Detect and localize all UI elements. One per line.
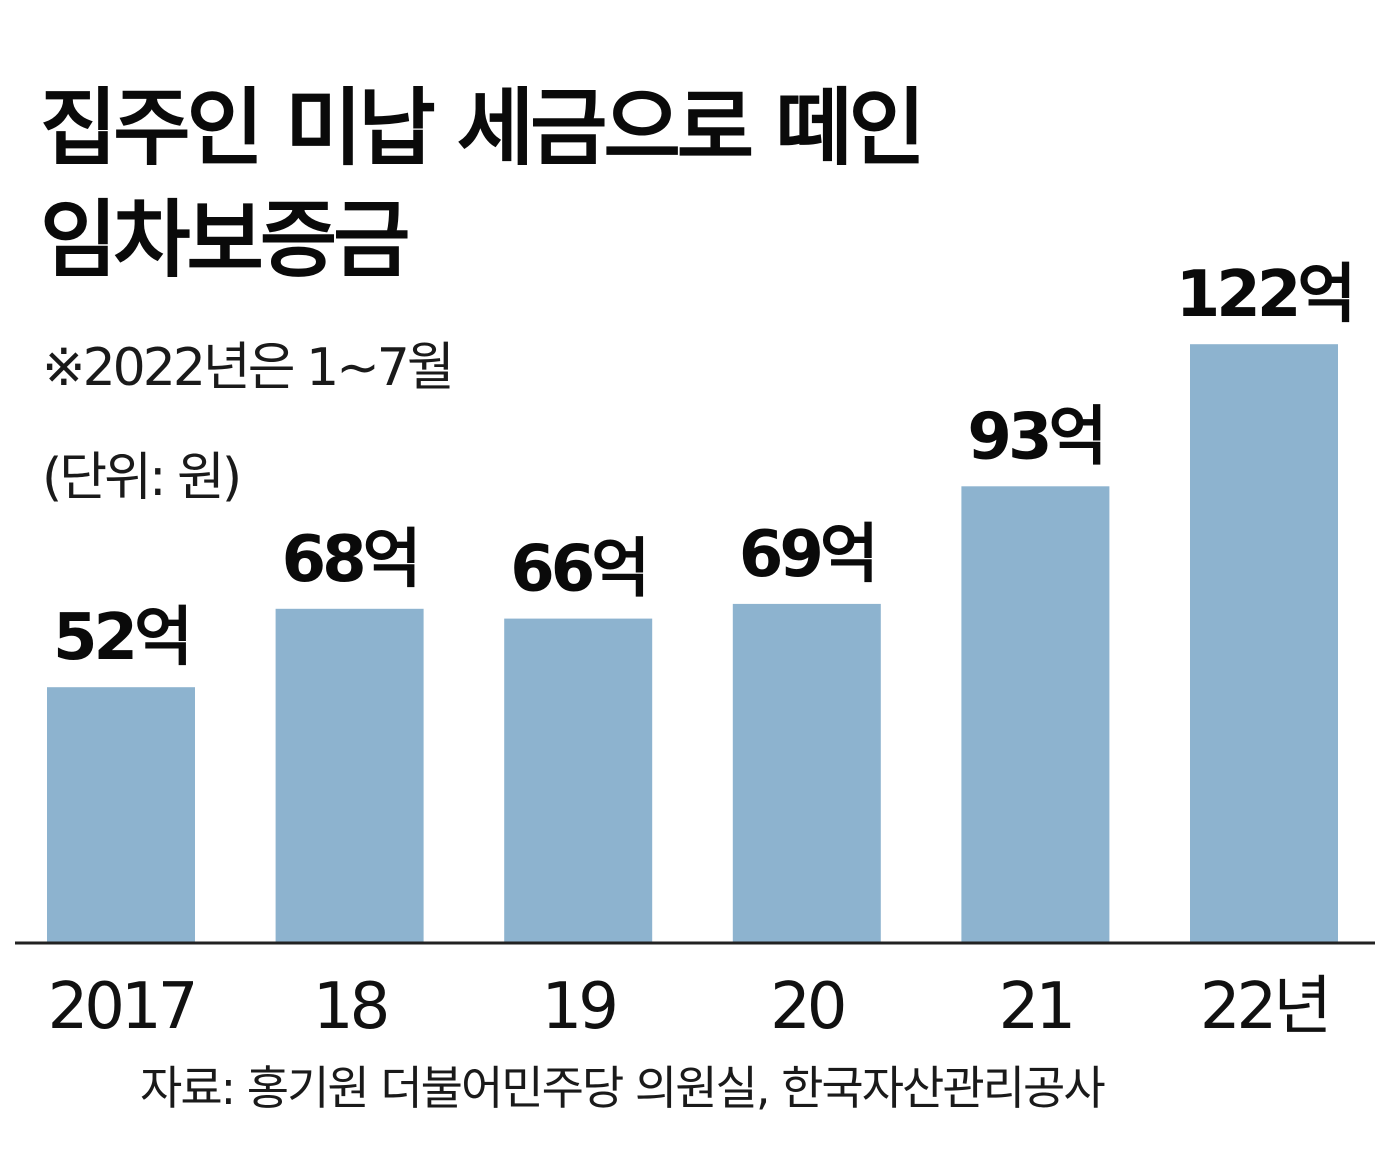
- data-label-2017: 52억: [53, 601, 189, 675]
- data-label-22년: 122억: [1176, 258, 1352, 332]
- x-tick-label-19: 19: [541, 970, 615, 1044]
- bar-20: [732, 603, 881, 942]
- bar-22년: [1190, 344, 1338, 942]
- x-tick-label-20: 20: [770, 970, 844, 1044]
- data-label-19: 66억: [510, 533, 646, 607]
- bars-group: [47, 344, 1338, 942]
- bar-21: [961, 486, 1110, 942]
- source-note: 자료: 홍기원 더불어민주당 의원실, 한국자산관리공사: [140, 1061, 1106, 1115]
- bar-2017: [47, 687, 195, 942]
- chart-title-line-2: 임차보증금: [40, 191, 410, 289]
- bar-19: [504, 618, 653, 942]
- chart-title-line-1: 집주인 미납 세금으로 떼인: [40, 79, 926, 177]
- x-tick-label-22년: 22년: [1200, 970, 1328, 1044]
- x-tick-label-2017: 2017: [48, 970, 195, 1044]
- bar-18: [275, 608, 424, 942]
- data-label-18: 68억: [282, 523, 418, 597]
- labels-group: 52억 2017 68억 18 66억 19 69억 20 93억 21 122억 22년: [48, 258, 1357, 1044]
- chart-note: ※2022년은 1~7월: [42, 338, 455, 398]
- data-label-21: 93억: [967, 400, 1103, 474]
- x-tick-label-21: 21: [999, 970, 1072, 1044]
- data-label-20: 69억: [739, 518, 875, 592]
- unit-label: (단위: 원): [42, 448, 242, 508]
- x-tick-label-18: 18: [313, 970, 387, 1044]
